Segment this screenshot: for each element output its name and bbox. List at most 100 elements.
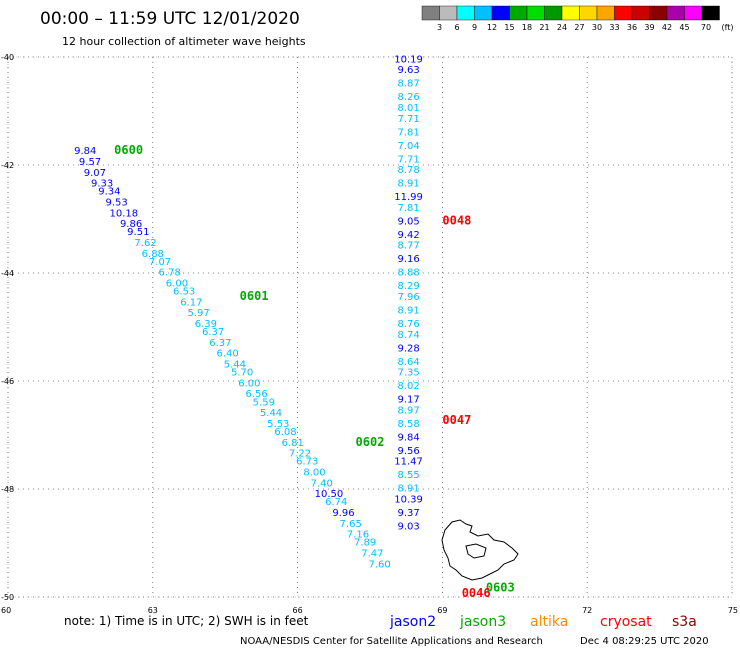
chart-subtitle: 12 hour collection of altimeter wave hei… <box>62 35 306 48</box>
swh-value: 7.35 <box>397 368 419 379</box>
swh-value: 6.00 <box>238 378 260 389</box>
swh-value: 9.16 <box>397 254 419 265</box>
swh-value: 10.19 <box>394 54 423 65</box>
swh-value: 8.88 <box>397 268 419 279</box>
y-tick-label: -42 <box>1 161 14 170</box>
colorbar-label: 21 <box>539 23 549 32</box>
swh-value: 8.26 <box>397 92 419 103</box>
colorbar-swatch <box>579 5 598 21</box>
swh-value: 8.97 <box>397 405 419 416</box>
swh-value: 6.78 <box>159 268 181 279</box>
colorbar-label: 24 <box>557 23 567 32</box>
colorbar-swatch <box>596 5 615 21</box>
swh-value: 9.37 <box>397 508 419 519</box>
colorbar-label: 42 <box>662 23 672 32</box>
colorbar-swatch <box>561 5 580 21</box>
swh-value: 9.86 <box>120 219 142 230</box>
satellite-legend-s3a: s3a <box>672 614 697 630</box>
colorbar-label: 33 <box>609 23 619 32</box>
swh-value: 6.17 <box>180 297 202 308</box>
colorbar-swatch <box>526 5 545 21</box>
colorbar-label: 45 <box>679 23 689 32</box>
colorbar-swatch <box>491 5 510 21</box>
colorbar-label: 9 <box>472 23 477 32</box>
swh-value: 8.02 <box>397 381 419 392</box>
pass-time-label: 0603 <box>486 581 515 595</box>
swh-value: 5.44 <box>224 360 246 371</box>
satellite-legend-jason2: jason2 <box>389 614 436 630</box>
grid <box>7 56 733 598</box>
swh-value: 11.99 <box>394 192 423 203</box>
swh-value: 9.05 <box>397 216 419 227</box>
pass-time-label: 0048 <box>442 213 471 227</box>
colorbar-label: 70 <box>701 23 711 32</box>
swh-value: 6.81 <box>282 438 304 449</box>
swh-value: 6.74 <box>325 497 347 508</box>
colorbar-label: 3 <box>437 23 442 32</box>
pass-time-label: 0046 <box>462 586 491 600</box>
swh-value: 10.50 <box>315 489 344 500</box>
colorbar-label: 12 <box>487 23 497 32</box>
swh-value: 8.29 <box>397 281 419 292</box>
x-tick-label: 63 <box>148 606 158 615</box>
swh-value: 9.53 <box>105 198 127 209</box>
satellite-legend: jason2 jason3 altika cryosat s3a <box>389 614 697 630</box>
swh-value: 9.07 <box>84 168 106 179</box>
colorbar: 3 6 9 12 15 18 21 24 27 30 33 36 39 42 45 70 (ft) <box>421 5 734 32</box>
swh-value: 8.76 <box>397 319 419 330</box>
y-tick-label: -40 <box>1 53 14 62</box>
swh-value: 7.22 <box>289 449 311 460</box>
swh-value: 11.47 <box>394 457 423 468</box>
swh-value: 7.04 <box>397 141 419 152</box>
y-tick-label: -50 <box>1 593 14 602</box>
swh-value: 8.87 <box>397 79 419 90</box>
swh-value: 7.81 <box>397 203 419 214</box>
swh-value: 9.34 <box>98 187 120 198</box>
swh-value: 6.73 <box>296 457 318 468</box>
swh-value: 7.71 <box>397 114 419 125</box>
swh-value: 10.18 <box>110 208 139 219</box>
colorbar-swatch <box>631 5 650 21</box>
colorbar-swatch <box>544 5 563 21</box>
swh-value: 9.42 <box>397 230 419 241</box>
colorbar-swatch <box>421 5 440 21</box>
colorbar-label: 36 <box>627 23 637 32</box>
swh-value: 9.28 <box>397 343 419 354</box>
satellite-legend-cryosat: cryosat <box>600 614 652 630</box>
colorbar-label: 30 <box>592 23 602 32</box>
x-tick-label: 66 <box>293 606 303 615</box>
swh-value: 8.00 <box>303 468 325 479</box>
swh-value: 6.37 <box>209 338 231 349</box>
swh-value: 6.53 <box>173 287 195 298</box>
colorbar-swatch <box>701 5 720 21</box>
chart-title: 00:00 – 11:59 UTC 12/01/2020 <box>40 9 300 29</box>
colorbar-swatch <box>456 5 475 21</box>
footer-timestamp: Dec 4 08:29:25 UTC 2020 <box>580 636 709 647</box>
y-tick-label: -44 <box>1 269 14 278</box>
swh-value: 5.44 <box>260 408 282 419</box>
swh-value: 7.60 <box>369 559 391 570</box>
swh-value: 6.88 <box>142 249 164 260</box>
swh-value: 7.62 <box>134 238 156 249</box>
swh-value: 8.91 <box>397 306 419 317</box>
swh-value: 5.97 <box>188 308 210 319</box>
swh-value: 7.81 <box>397 127 419 138</box>
colorbar-swatch <box>666 5 685 21</box>
x-tick-label: 72 <box>582 606 592 615</box>
swh-value: 9.84 <box>74 146 96 157</box>
colorbar-label: 39 <box>644 23 654 32</box>
colorbar-swatch <box>649 5 668 21</box>
swh-value: 6.39 <box>195 319 217 330</box>
colorbar-unit: (ft) <box>722 23 734 32</box>
swh-value: 5.70 <box>231 368 253 379</box>
pass-time-label: 0600 <box>114 143 143 157</box>
swh-value: 7.07 <box>149 257 171 268</box>
swh-value: 9.03 <box>397 522 419 533</box>
swh-value: 6.56 <box>245 389 267 400</box>
swh-value: 8.91 <box>397 484 419 495</box>
swh-value: 7.47 <box>361 549 383 560</box>
colorbar-label: 15 <box>504 23 514 32</box>
x-tick-label: 69 <box>437 606 447 615</box>
swh-value: 7.71 <box>397 154 419 165</box>
swh-value: 7.89 <box>354 538 376 549</box>
